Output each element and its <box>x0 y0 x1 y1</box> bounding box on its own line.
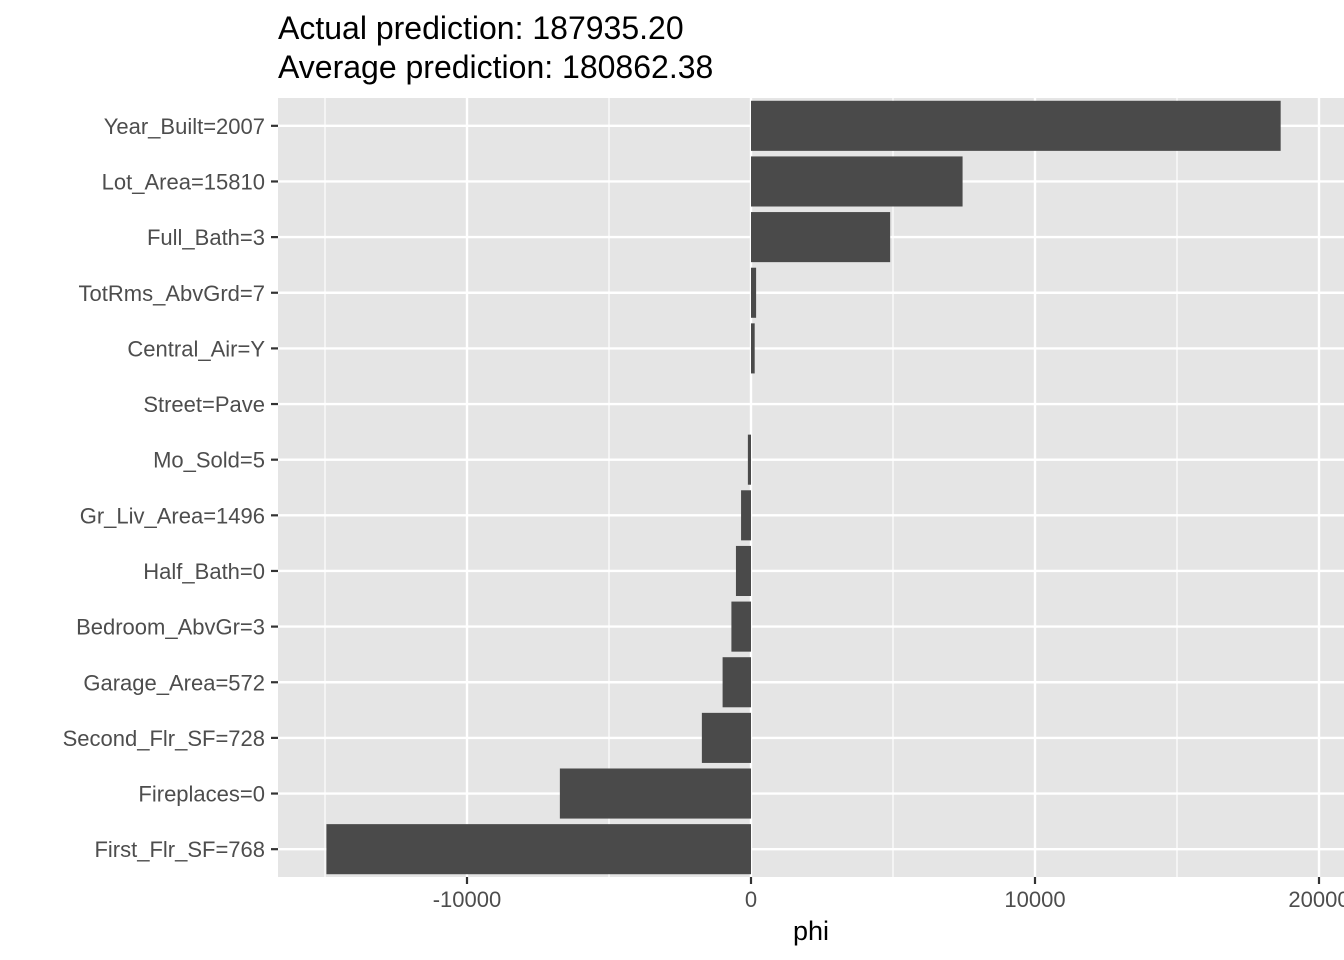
y-tick-label: Bedroom_AbvGr=3 <box>76 615 265 640</box>
title-actual-prediction: Actual prediction: 187935.20 <box>278 10 684 46</box>
y-tick-label: Year_Built=2007 <box>104 114 265 139</box>
y-tick-label: TotRms_AbvGrd=7 <box>79 281 265 306</box>
y-tick-label: First_Flr_SF=768 <box>94 837 265 862</box>
bar-2 <box>751 212 891 263</box>
y-tick-label: Garage_Area=572 <box>83 670 265 695</box>
bar-8 <box>735 545 751 597</box>
y-tick-label: Lot_Area=15810 <box>102 169 265 194</box>
bar-4 <box>751 323 755 374</box>
y-tick-label: Full_Bath=3 <box>147 225 265 250</box>
bars <box>326 100 1281 875</box>
bar-3 <box>751 267 757 318</box>
x-tick-label: 10000 <box>1004 887 1065 912</box>
x-axis: -10000 0 10000 20000 <box>433 877 1344 912</box>
bar-7 <box>741 490 751 541</box>
chart-title: Actual prediction: 187935.20 Average pre… <box>278 10 713 85</box>
y-tick-label: Second_Flr_SF=728 <box>63 726 265 751</box>
bar-0 <box>751 100 1281 151</box>
x-axis-title: phi <box>793 916 829 946</box>
y-tick-label: Fireplaces=0 <box>138 782 265 807</box>
y-tick-label: Street=Pave <box>143 392 265 417</box>
bar-1 <box>751 156 963 207</box>
y-axis: Year_Built=2007 Lot_Area=15810 Full_Bath=3… <box>63 114 278 862</box>
y-tick-label: Central_Air=Y <box>127 336 265 361</box>
bar-6 <box>747 434 751 485</box>
bar-10 <box>722 657 751 708</box>
title-average-prediction: Average prediction: 180862.38 <box>278 49 713 85</box>
x-tick-label: 0 <box>745 887 757 912</box>
x-tick-label: -10000 <box>433 887 502 912</box>
bar-9 <box>731 601 751 652</box>
y-tick-label: Gr_Liv_Area=1496 <box>80 503 265 528</box>
y-tick-label: Half_Bath=0 <box>143 559 265 584</box>
x-tick-label: 20000 <box>1288 887 1344 912</box>
y-tick-label: Mo_Sold=5 <box>153 448 265 473</box>
bar-13 <box>326 824 751 875</box>
bar-12 <box>559 768 751 819</box>
bar-11 <box>701 712 751 763</box>
